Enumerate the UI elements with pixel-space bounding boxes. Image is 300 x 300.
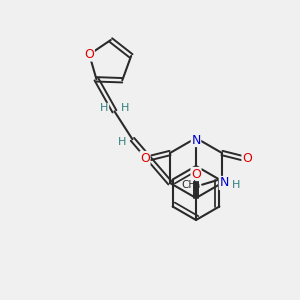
Text: O: O [242,152,252,164]
Text: H: H [118,137,127,147]
Text: H: H [121,103,130,113]
Text: H: H [232,180,240,190]
Text: O: O [140,152,150,164]
Text: N: N [219,176,229,190]
Text: CH₃: CH₃ [181,180,200,190]
Text: H: H [100,103,109,113]
Text: N: N [191,134,201,146]
Text: O: O [84,48,94,61]
Text: O: O [191,167,201,181]
